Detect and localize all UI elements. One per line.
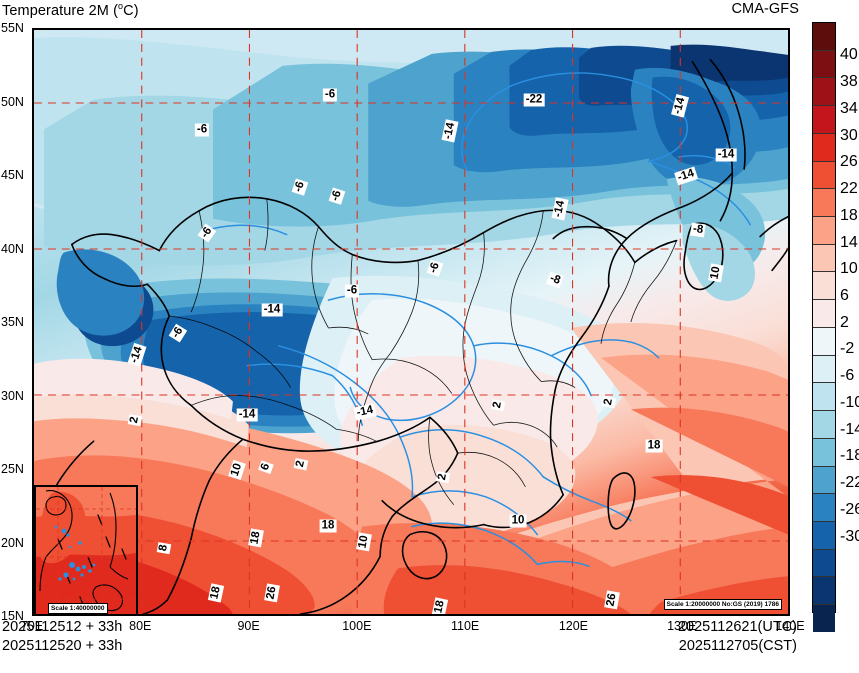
contour-label: -14 xyxy=(261,303,283,317)
colorbar-tick: 38 xyxy=(840,73,858,91)
colorbar-band xyxy=(813,493,835,521)
colorbar-tick: -26 xyxy=(840,500,859,518)
map-frame[interactable]: -6 -22 -14 -6 -14 -14 -6 -6 -14 -14 -6 -8 -6 10 -6 -14-… xyxy=(32,28,790,616)
contour-label: 18 xyxy=(319,519,337,533)
contour-label: 2 xyxy=(490,398,506,412)
contour-label: 8 xyxy=(156,541,172,555)
colorbar-band xyxy=(813,604,835,632)
colorbar-tick: 40 xyxy=(840,46,858,64)
colorbar-band xyxy=(813,576,835,605)
lon-tick-100e: 100E xyxy=(342,619,372,633)
contour-label: -14 xyxy=(236,408,258,422)
colorbar-tick: -18 xyxy=(840,447,859,465)
colorbar-tick: -22 xyxy=(840,474,859,492)
model-label: CMA-GFS xyxy=(731,1,799,17)
colorbar-band xyxy=(813,23,835,50)
colorbar[interactable] xyxy=(812,22,836,632)
lat-tick-20n: 20N xyxy=(1,535,24,550)
colorbar-band xyxy=(813,465,835,494)
valid-time-utc: 2025112621(UTC) xyxy=(677,619,797,635)
lon-tick-130e: 130E xyxy=(667,619,697,633)
contour-label: -8 xyxy=(690,222,706,238)
inset-scale-badge: Scale 1:40000000 xyxy=(48,603,108,614)
lat-tick-25n: 25N xyxy=(1,462,24,476)
degree-symbol: o xyxy=(118,1,124,11)
lat-tick-30n: 30N xyxy=(1,388,24,403)
contour-label: -22 xyxy=(523,93,545,107)
colorbar-tick: 22 xyxy=(840,180,858,198)
colorbar-tick: 14 xyxy=(840,233,858,251)
lat-tick-45n: 45N xyxy=(1,168,24,182)
colorbar-band xyxy=(813,410,835,438)
contour-label: 2 xyxy=(127,413,143,427)
colorbar-band xyxy=(813,216,835,244)
colorbar-tick: -10 xyxy=(840,393,859,411)
lat-tick-55n: 55N xyxy=(1,21,24,35)
page-title-tail: C) xyxy=(123,2,139,19)
map-canvas xyxy=(34,30,788,614)
colorbar-band xyxy=(813,437,835,466)
colorbar-band xyxy=(813,49,835,78)
colorbar-tick: -6 xyxy=(840,367,855,385)
colorbar-band xyxy=(813,354,835,383)
colorbar-tick: -30 xyxy=(840,527,859,545)
contour-label: -6 xyxy=(344,284,360,298)
lon-tick-70e: 70E xyxy=(20,619,44,633)
colorbar-band xyxy=(813,299,835,327)
colorbar-band xyxy=(813,132,835,161)
lon-tick-90e: 90E xyxy=(237,619,260,633)
contour-label: 2 xyxy=(435,470,451,484)
lat-tick-35n: 35N xyxy=(1,315,24,329)
lon-tick-140e: 140E xyxy=(775,619,805,633)
colorbar-band xyxy=(813,326,835,355)
contour-label: -6 xyxy=(194,123,210,137)
colorbar-tick: 18 xyxy=(840,206,858,224)
colorbar-band xyxy=(813,382,835,411)
lon-tick-120e: 120E xyxy=(558,619,589,633)
colorbar-tick: 2 xyxy=(840,313,849,331)
colorbar-tick: 6 xyxy=(840,286,849,304)
lat-tick-15n: 15N xyxy=(1,609,24,623)
colorbar-band xyxy=(813,188,835,217)
colorbar-band xyxy=(813,105,835,133)
contour-label: 10 xyxy=(509,514,527,528)
lat-tick-40n: 40N xyxy=(1,241,24,256)
colorbar-tick: 34 xyxy=(840,99,858,117)
colorbar-band xyxy=(813,160,835,189)
page-title-text: Temperature 2M ( xyxy=(2,2,119,19)
contour-label: -14 xyxy=(715,148,737,162)
contour-label: 2 xyxy=(601,395,617,409)
contour-label: 18 xyxy=(645,439,663,453)
valid-time-cst: 2025112705(CST) xyxy=(678,638,797,654)
init-time-utc: 2025112512 + 33h xyxy=(2,619,123,635)
colorbar-tick: 10 xyxy=(840,260,858,278)
colorbar-band xyxy=(813,548,835,577)
colorbar-band xyxy=(813,271,835,300)
contour-label: -6 xyxy=(322,88,338,102)
colorbar-tick: 30 xyxy=(840,126,858,144)
colorbar-band xyxy=(813,520,835,549)
colorbar-tick: -14 xyxy=(840,420,859,438)
lon-tick-80e: 80E xyxy=(129,619,152,633)
inset-map-south-china-sea[interactable]: Scale 1:40000000 xyxy=(34,485,138,614)
page-title: Temperature 2M (oC) xyxy=(2,1,139,19)
main-scale-badge: Scale 1:20000000 No:GS (2019) 1786 xyxy=(663,599,782,610)
colorbar-band xyxy=(813,77,835,106)
colorbar-tick: -2 xyxy=(840,340,855,358)
lon-tick-110e: 110E xyxy=(451,619,480,633)
init-time-cst: 2025112520 + 33h xyxy=(2,638,123,654)
lat-tick-50n: 50N xyxy=(1,94,24,109)
colorbar-tick: 26 xyxy=(840,153,858,171)
colorbar-band xyxy=(813,243,835,272)
